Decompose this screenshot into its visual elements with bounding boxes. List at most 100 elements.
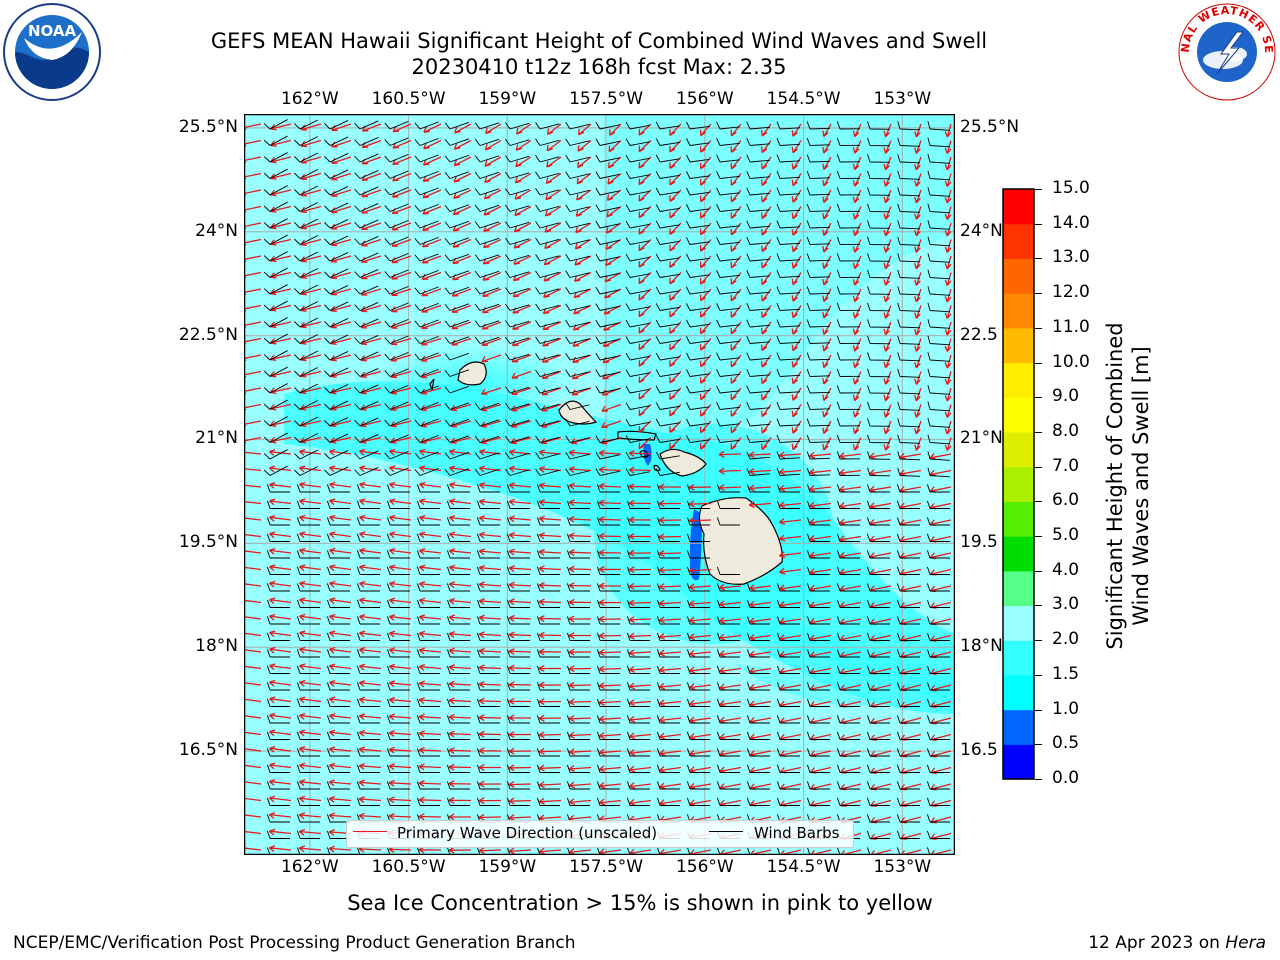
wave-arrow — [749, 634, 772, 641]
wind-barb — [293, 416, 319, 427]
wave-arrow — [658, 549, 682, 557]
colorbar-tick-label: 4.0 — [1052, 559, 1080, 580]
wind-barb — [866, 781, 890, 790]
wind-barb — [293, 433, 319, 443]
wind-barb — [356, 566, 380, 575]
wave-arrow — [389, 514, 412, 522]
wind-barb — [716, 418, 740, 427]
wind-barb — [655, 369, 680, 377]
wind-barb — [595, 253, 620, 262]
wind-barb — [354, 219, 379, 229]
wave-arrow — [329, 646, 352, 654]
wind-barb — [293, 218, 319, 229]
colorbar-tick-label: 9.0 — [1052, 386, 1080, 407]
wind-barb — [535, 452, 560, 460]
wind-barb — [596, 698, 620, 707]
wind-barb — [356, 583, 380, 592]
wave-arrow — [483, 189, 502, 200]
lat-tick-label: 18°N — [960, 636, 1003, 657]
wave-arrow — [809, 518, 832, 526]
wave-arrow — [852, 206, 862, 220]
colorbar-bin — [1003, 640, 1034, 676]
wind-barb — [354, 120, 379, 130]
wind-barb — [927, 368, 950, 379]
wave-arrow — [839, 485, 862, 493]
wave-arrow — [359, 547, 382, 555]
wind-barb — [927, 319, 950, 329]
wind-barb — [866, 715, 890, 724]
wave-arrow — [638, 288, 652, 301]
wind-barb — [716, 253, 740, 262]
wind-barb — [625, 336, 650, 344]
wave-arrow — [822, 123, 832, 137]
wind-barb — [836, 599, 860, 608]
wave-arrow — [508, 697, 532, 705]
wind-barb — [263, 218, 288, 229]
wind-barb — [384, 269, 409, 278]
wave-arrow — [269, 613, 292, 621]
wave-arrow — [328, 812, 352, 820]
wind-barb — [867, 352, 891, 361]
colorbar-bin — [1003, 431, 1034, 468]
wind-barb — [414, 368, 439, 377]
wind-barb — [354, 467, 379, 476]
wave-arrow — [688, 666, 712, 674]
wind-barb — [595, 336, 620, 344]
wind-barb — [354, 384, 379, 394]
wave-arrow — [359, 448, 382, 456]
colorbar-bin — [1003, 293, 1034, 329]
wave-arrow — [299, 580, 322, 588]
wind-barb — [565, 402, 590, 410]
wind-barb — [626, 583, 650, 592]
wind-barb — [476, 616, 500, 625]
wave-arrow — [628, 616, 652, 623]
wind-barb — [867, 137, 891, 147]
wave-arrow — [538, 515, 562, 523]
wind-barb — [444, 220, 470, 229]
wind-barb — [596, 764, 620, 773]
wind-barb — [446, 583, 470, 592]
wave-arrow — [298, 746, 322, 753]
wind-barb — [596, 649, 620, 658]
wind-barb — [446, 599, 470, 608]
wave-arrow — [761, 338, 772, 352]
wind-barb — [806, 451, 831, 460]
molokai-island — [617, 430, 657, 441]
wave-arrow — [749, 650, 772, 658]
wave-arrow — [748, 467, 772, 475]
wind-barb — [384, 170, 409, 179]
wind-barb — [655, 187, 680, 196]
wave-arrow — [269, 646, 292, 654]
wave-arrow — [453, 156, 472, 167]
wave-arrow — [448, 796, 472, 804]
wind-barb — [655, 402, 680, 410]
wave-arrow — [568, 515, 592, 523]
wave-arrow — [478, 747, 502, 755]
wind-barb — [536, 616, 560, 625]
wind-barb — [686, 533, 710, 542]
wind-barb — [746, 847, 770, 855]
wind-barb — [686, 500, 710, 509]
wave-arrow — [628, 599, 652, 607]
wind-barb — [536, 632, 560, 641]
wave-arrow — [544, 205, 562, 217]
wind-barb — [414, 319, 439, 328]
wind-barb — [716, 187, 740, 196]
wave-arrow — [299, 729, 322, 737]
wind-barb — [716, 599, 740, 608]
wave-arrow — [508, 548, 532, 556]
wave-arrow — [388, 763, 412, 771]
colorbar-tick-label: 10.0 — [1052, 351, 1090, 372]
wind-barb — [506, 566, 530, 575]
wind-barb — [266, 764, 290, 773]
wave-arrow — [448, 680, 472, 688]
wave-arrow — [538, 615, 562, 623]
wind-barb — [656, 500, 680, 509]
wind-barb — [416, 484, 440, 493]
wind-barb — [474, 435, 500, 443]
wind-barb — [384, 219, 409, 229]
wind-barb — [776, 715, 800, 724]
lon-tick-label: 162°W — [280, 89, 339, 109]
wind-barb — [897, 154, 921, 164]
wave-arrow — [329, 564, 352, 572]
